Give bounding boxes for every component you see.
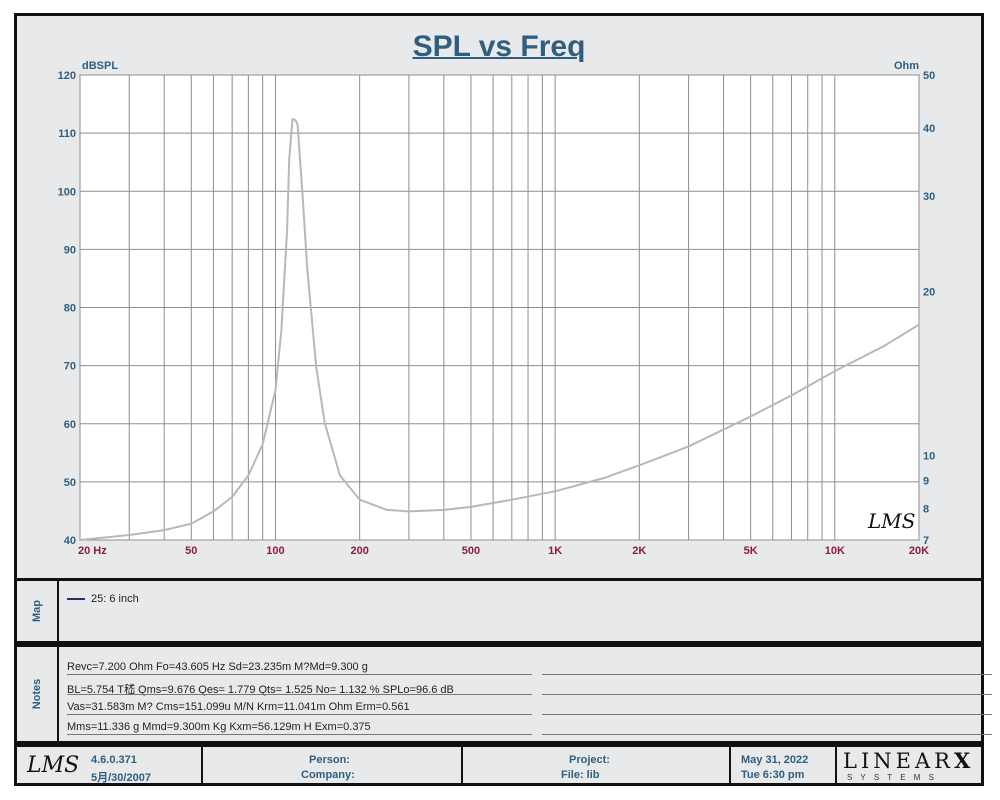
- y-tick-label-right: 20: [923, 287, 935, 299]
- note-underline: [542, 674, 992, 675]
- spl-chart: 20 Hz 50 100 200 500 1K 2K 5K 10K 20K 40 50 60 70 80 90…: [58, 60, 936, 557]
- footer: LMS 4.6.0.371 5月/30/2007 Person: Company…: [14, 744, 984, 786]
- x-tick-label: 1K: [548, 545, 562, 557]
- y-tick-label-left: 50: [64, 477, 76, 489]
- footer-project-cell: Project: File: lib: [461, 747, 731, 783]
- y-tick-label-left: 100: [58, 186, 76, 198]
- file-label: File: lib: [561, 769, 600, 781]
- footer-date-cell: May 31, 2022 Tue 6:30 pm: [729, 747, 837, 783]
- note-row: Revc=7.200 Ohm Fo=43.605 Hz Sd=23.235m M…: [67, 661, 368, 673]
- person-label: Person:: [309, 754, 350, 766]
- map-label-cell: Map: [17, 581, 59, 641]
- map-section: Map 25: 6 inch: [14, 578, 984, 644]
- x-tick-label: 500: [462, 545, 480, 557]
- y-tick-label-right: 7: [923, 535, 929, 547]
- y-tick-label-left: 40: [64, 535, 76, 547]
- y-tick-label-left: 70: [64, 361, 76, 373]
- x-tick-label: 10K: [825, 545, 845, 557]
- legend-text: 25: 6 inch: [91, 593, 139, 605]
- note-row: Mms=11.336 g Mmd=9.300m Kg Kxm=56.129m H…: [67, 721, 371, 733]
- note-underline: [67, 734, 532, 735]
- footer-version-cell: LMS 4.6.0.371 5月/30/2007: [17, 747, 203, 784]
- x-tick-label: 200: [350, 545, 368, 557]
- x-tick-label: 20 Hz: [78, 545, 107, 557]
- lms-logo: LMS: [27, 753, 80, 778]
- brand-sub: S Y S T E M S: [847, 773, 937, 782]
- map-legend-item: 25: 6 inch: [67, 593, 139, 605]
- company-label: Company:: [301, 769, 355, 781]
- lms-watermark: LMS: [867, 509, 915, 533]
- brand-mark: X: [953, 748, 975, 773]
- grid: [79, 74, 920, 541]
- legend-swatch: [67, 598, 85, 601]
- note-underline: [67, 694, 532, 695]
- note-underline: [542, 714, 992, 715]
- footer-brand-cell: LINEARX S Y S T E M S: [835, 747, 981, 783]
- x-tick-label: 50: [185, 545, 197, 557]
- y-tick-label-left: 110: [58, 128, 76, 140]
- note-underline: [67, 674, 532, 675]
- y-tick-label-right: 9: [923, 476, 929, 488]
- x-tick-label: 20K: [909, 545, 929, 557]
- note-underline: [542, 694, 992, 695]
- y-tick-label-left: 120: [58, 70, 76, 82]
- y-tick-label-right: 50: [923, 70, 935, 82]
- build-date-text: 5月/30/2007: [91, 772, 151, 784]
- x-tick-label: 100: [266, 545, 284, 557]
- note-row: Vas=31.583m M? Cms=151.099u M/N Krm=11.0…: [67, 701, 410, 713]
- impedance-curve: [79, 117, 920, 541]
- y-axis-label-left: dBSPL: [82, 60, 118, 72]
- note-underline: [542, 734, 992, 735]
- footer-person-cell: Person: Company:: [201, 747, 463, 783]
- version-text: 4.6.0.371: [91, 754, 137, 766]
- y-tick-label-right: 10: [923, 451, 935, 463]
- notes-label-cell: Notes: [17, 647, 59, 741]
- y-tick-label-right: 8: [923, 503, 929, 515]
- y-axis-label-right: Ohm: [894, 60, 919, 72]
- x-tick-label: 2K: [632, 545, 646, 557]
- project-label: Project:: [569, 754, 610, 766]
- date-text: May 31, 2022: [741, 754, 809, 766]
- note-row: BL=5.754 T嵇 Qms=9.676 Qes= 1.779 Qts= 1.…: [67, 684, 454, 696]
- y-tick-label-right: 30: [923, 191, 935, 203]
- notes-label: Notes: [31, 678, 43, 710]
- tick-labels: 20 Hz 50 100 200 500 1K 2K 5K 10K 20K 40 50 60 70 80 90…: [58, 70, 936, 557]
- map-label: Map: [31, 600, 43, 622]
- linearx-logo: LINEARX: [843, 748, 974, 773]
- x-tick-label: 5K: [744, 545, 758, 557]
- note-underline: [67, 714, 532, 715]
- y-tick-label-left: 60: [64, 419, 76, 431]
- y-tick-label-left: 90: [64, 244, 76, 256]
- brand-text: LINEAR: [843, 749, 954, 773]
- y-tick-label-left: 80: [64, 303, 76, 315]
- y-tick-label-right: 40: [923, 123, 935, 135]
- time-text: Tue 6:30 pm: [741, 769, 805, 781]
- chart-title: SPL vs Freq: [412, 30, 586, 63]
- notes-section: Notes Revc=7.200 Ohm Fo=43.605 Hz Sd=23.…: [14, 644, 992, 744]
